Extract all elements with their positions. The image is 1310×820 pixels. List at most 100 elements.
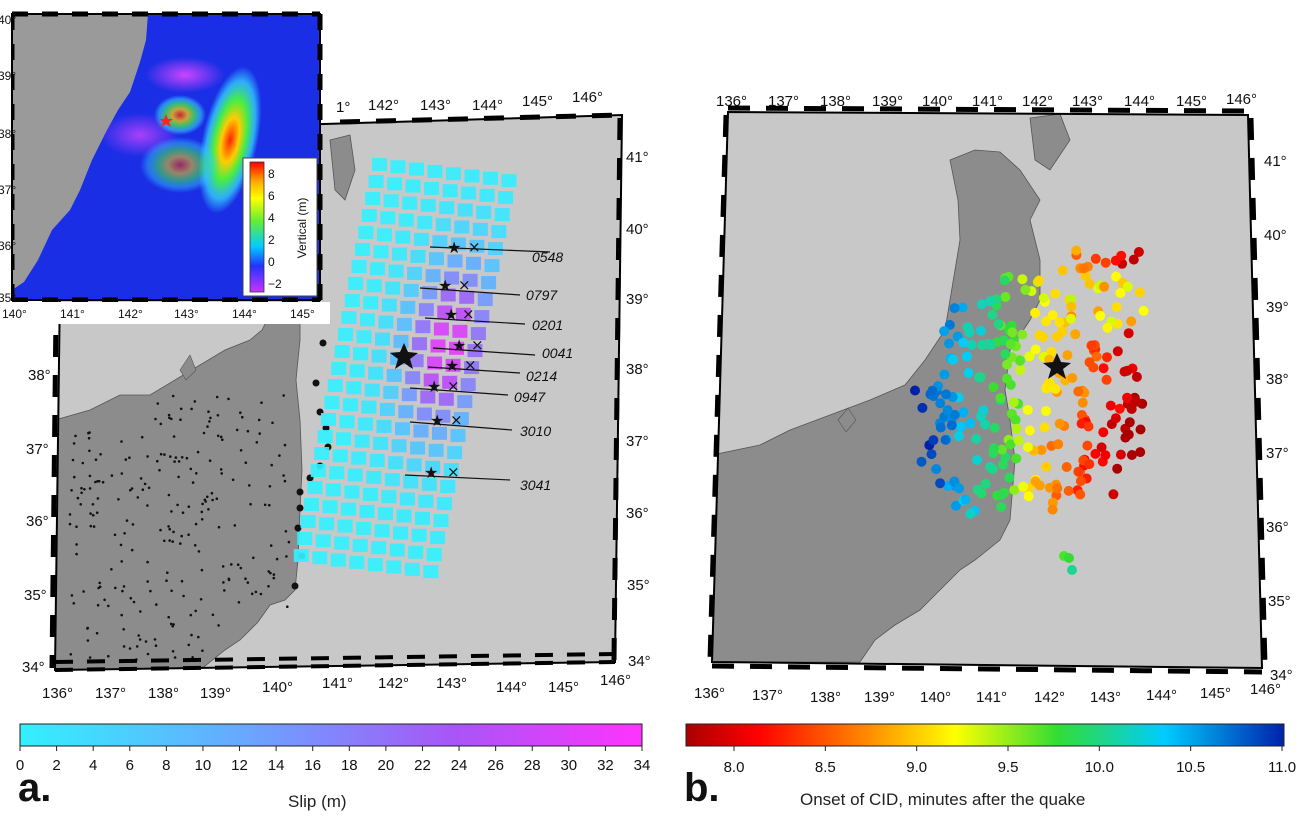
- cid-dot: [1011, 423, 1022, 434]
- station-dot: [131, 523, 135, 526]
- cid-dot: [1112, 346, 1123, 357]
- svg-text:141°: 141°: [976, 689, 1007, 706]
- panel-a-lat-left: 34° 35° 36° 37° 38°: [22, 367, 51, 676]
- slip-patch: [449, 341, 464, 355]
- tick-lon-146: 146°: [600, 672, 631, 689]
- station-dot: [187, 643, 191, 647]
- cid-dot: [928, 435, 939, 446]
- slip-patch: [366, 279, 382, 293]
- cid-dot: [971, 433, 982, 444]
- cid-dot: [1076, 410, 1087, 420]
- tick-lat-39-right: 39°: [626, 291, 649, 308]
- slip-patch: [344, 294, 360, 307]
- station-dot: [88, 474, 92, 478]
- tick-lat-40-right: 40°: [626, 221, 649, 238]
- station-dot: [144, 640, 148, 643]
- cid-dot: [1116, 250, 1127, 261]
- station-dot: [258, 432, 262, 435]
- panel-a-lon-ticks: 136° 137° 138° 139° 140° 141° 142° 143° …: [42, 672, 631, 702]
- cid-dot: [939, 326, 950, 337]
- svg-text:−2: −2: [268, 277, 282, 291]
- slip-patch: [312, 551, 328, 565]
- slip-patch: [322, 500, 338, 514]
- svg-text:136°: 136°: [694, 685, 725, 702]
- station-dot: [146, 580, 149, 583]
- slip-tick-label: 10: [195, 757, 212, 774]
- cid-dot: [1041, 461, 1052, 472]
- slip-patch: [430, 531, 446, 545]
- station-dot: [125, 519, 129, 522]
- cid-dot: [1066, 294, 1077, 305]
- station-dot: [165, 579, 168, 582]
- cid-dot: [1017, 329, 1028, 340]
- cid-dot: [942, 405, 953, 416]
- station-dot: [260, 401, 263, 405]
- slip-patch: [454, 220, 470, 234]
- station-dot: [222, 581, 225, 584]
- station-dot: [146, 652, 150, 656]
- slip-patch: [349, 364, 365, 378]
- slip-patch: [332, 449, 348, 463]
- tick-lon-145: 145°: [548, 679, 579, 696]
- station-dot: [79, 503, 82, 506]
- svg-text:35°: 35°: [0, 291, 16, 305]
- station-dot: [110, 568, 113, 571]
- cid-dot: [1099, 281, 1110, 292]
- cid-dot: [946, 420, 957, 431]
- station-dot: [284, 530, 288, 533]
- slip-patch: [415, 320, 431, 334]
- tick-lon-138: 138°: [148, 685, 179, 702]
- slip-patch: [429, 252, 444, 266]
- slip-patch: [314, 447, 330, 460]
- slip-patch: [403, 475, 419, 489]
- station-dot: [154, 644, 158, 647]
- svg-text:140°: 140°: [2, 307, 27, 321]
- tick-lat-34-right: 34°: [628, 653, 651, 670]
- cid-dot: [1034, 330, 1045, 341]
- cid-dot: [995, 393, 1006, 403]
- slip-patch: [352, 538, 368, 552]
- cid-dot: [935, 422, 946, 433]
- slip-patch: [423, 373, 439, 387]
- station-dot: [254, 590, 258, 594]
- slip-tick-label: 0: [16, 757, 24, 774]
- slip-patch: [498, 191, 514, 205]
- station-dot: [96, 603, 100, 607]
- station-dot: [141, 488, 145, 492]
- cid-dot: [1067, 565, 1077, 575]
- station-dot: [187, 533, 190, 536]
- slip-patch: [393, 334, 409, 348]
- tick-lon-142: 142°: [378, 675, 409, 692]
- station-dot: [179, 418, 182, 422]
- slip-patch: [452, 324, 468, 338]
- station-dot: [80, 491, 83, 495]
- cid-colorbar: [685, 723, 1285, 747]
- station-dot: [241, 415, 244, 419]
- tick-lon-137: 137°: [95, 685, 126, 702]
- svg-text:142°: 142°: [118, 307, 143, 321]
- slip-patch: [416, 407, 432, 421]
- panel-b-letter: b.: [684, 766, 720, 810]
- cid-dot: [1054, 418, 1065, 429]
- track-star-icon: ★: [427, 377, 441, 396]
- slip-patch: [300, 515, 316, 528]
- cid-dot: [940, 434, 951, 445]
- panel-a-lat-right: 34° 35° 36° 37° 38° 39° 40° 41°: [626, 149, 651, 670]
- station-dot: [180, 579, 184, 583]
- station-dot: [244, 461, 248, 465]
- svg-text:142°: 142°: [1022, 93, 1053, 110]
- tick-lat-36-left: 36°: [26, 513, 49, 530]
- slip-tick-label: 22: [414, 757, 431, 774]
- station-dot: [128, 456, 131, 460]
- slip-patch: [381, 298, 397, 312]
- track-line: [429, 246, 551, 253]
- station-dot: [275, 557, 279, 561]
- svg-text:35°: 35°: [1268, 593, 1291, 610]
- inset-colorbar-title: Vertical (m): [295, 198, 309, 259]
- station-dot: [86, 627, 89, 630]
- station-dot: [140, 435, 144, 439]
- slip-patch: [342, 398, 358, 412]
- cid-dot: [1066, 301, 1077, 312]
- cid-dot: [1112, 463, 1123, 474]
- slip-patch: [447, 254, 463, 268]
